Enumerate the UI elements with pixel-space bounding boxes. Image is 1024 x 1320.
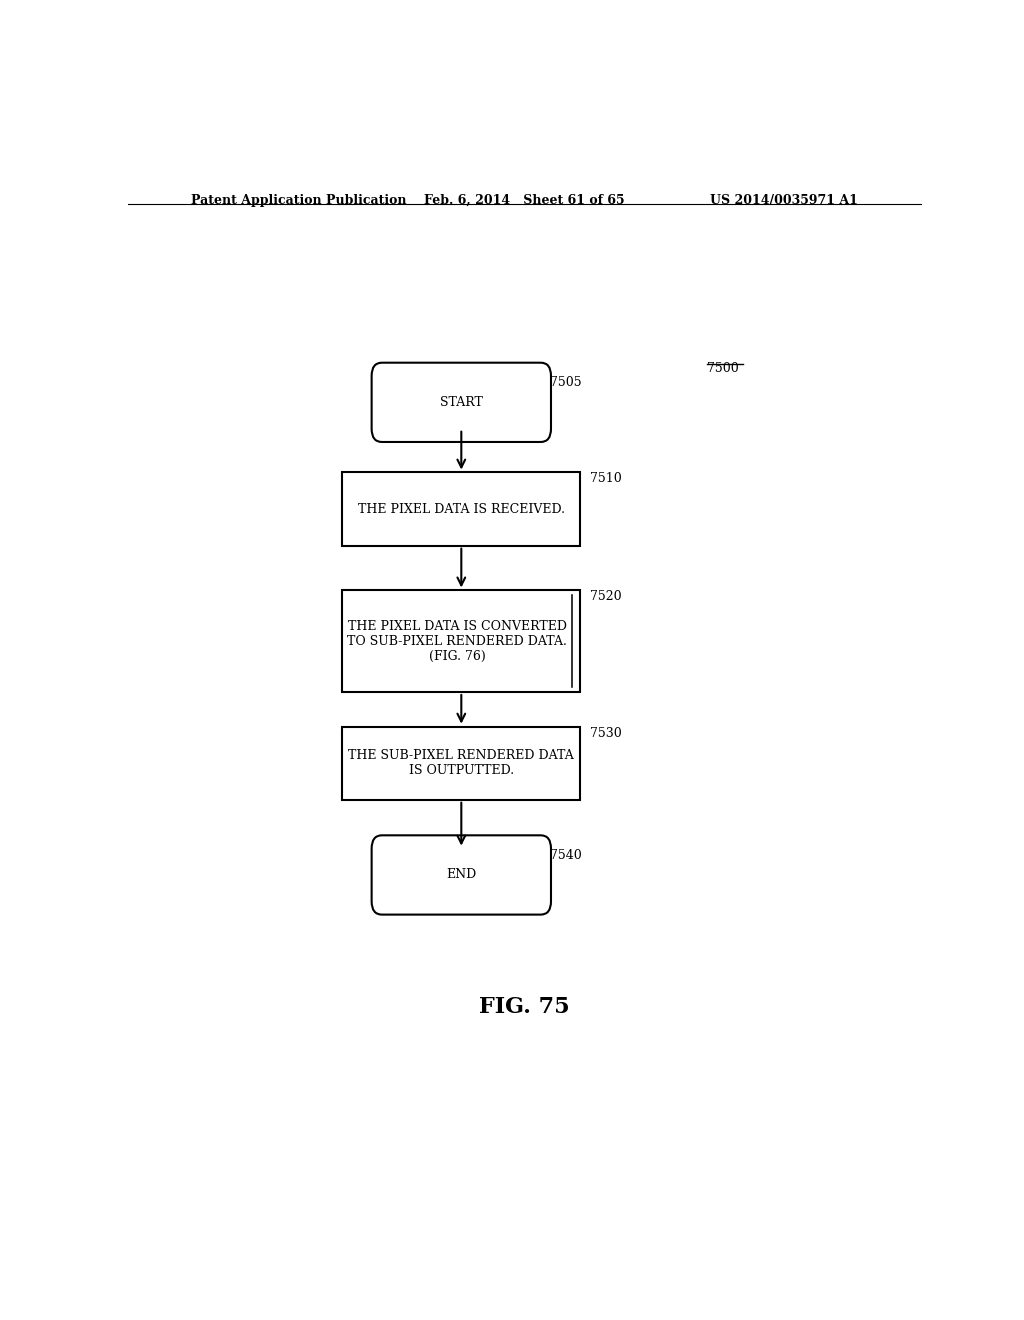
FancyBboxPatch shape — [372, 363, 551, 442]
Text: 7540: 7540 — [550, 849, 582, 862]
Bar — [342, 590, 581, 692]
Text: Feb. 6, 2014   Sheet 61 of 65: Feb. 6, 2014 Sheet 61 of 65 — [425, 194, 625, 207]
Text: 7505: 7505 — [550, 376, 582, 389]
Text: FIG. 75: FIG. 75 — [479, 997, 570, 1018]
Bar — [342, 726, 581, 800]
Text: 7530: 7530 — [590, 726, 622, 739]
Text: 7520: 7520 — [590, 590, 622, 603]
Text: Patent Application Publication: Patent Application Publication — [191, 194, 407, 207]
Text: START: START — [440, 396, 482, 409]
Text: 7500: 7500 — [708, 362, 739, 375]
Text: US 2014/0035971 A1: US 2014/0035971 A1 — [711, 194, 858, 207]
Text: THE PIXEL DATA IS CONVERTED
TO SUB-PIXEL RENDERED DATA.
(FIG. 76): THE PIXEL DATA IS CONVERTED TO SUB-PIXEL… — [347, 619, 567, 663]
Text: THE PIXEL DATA IS RECEIVED.: THE PIXEL DATA IS RECEIVED. — [357, 503, 565, 516]
Bar — [342, 473, 581, 545]
Text: THE SUB-PIXEL RENDERED DATA
IS OUTPUTTED.: THE SUB-PIXEL RENDERED DATA IS OUTPUTTED… — [348, 750, 574, 777]
Text: END: END — [446, 869, 476, 882]
Text: 7510: 7510 — [590, 473, 622, 486]
FancyBboxPatch shape — [372, 836, 551, 915]
